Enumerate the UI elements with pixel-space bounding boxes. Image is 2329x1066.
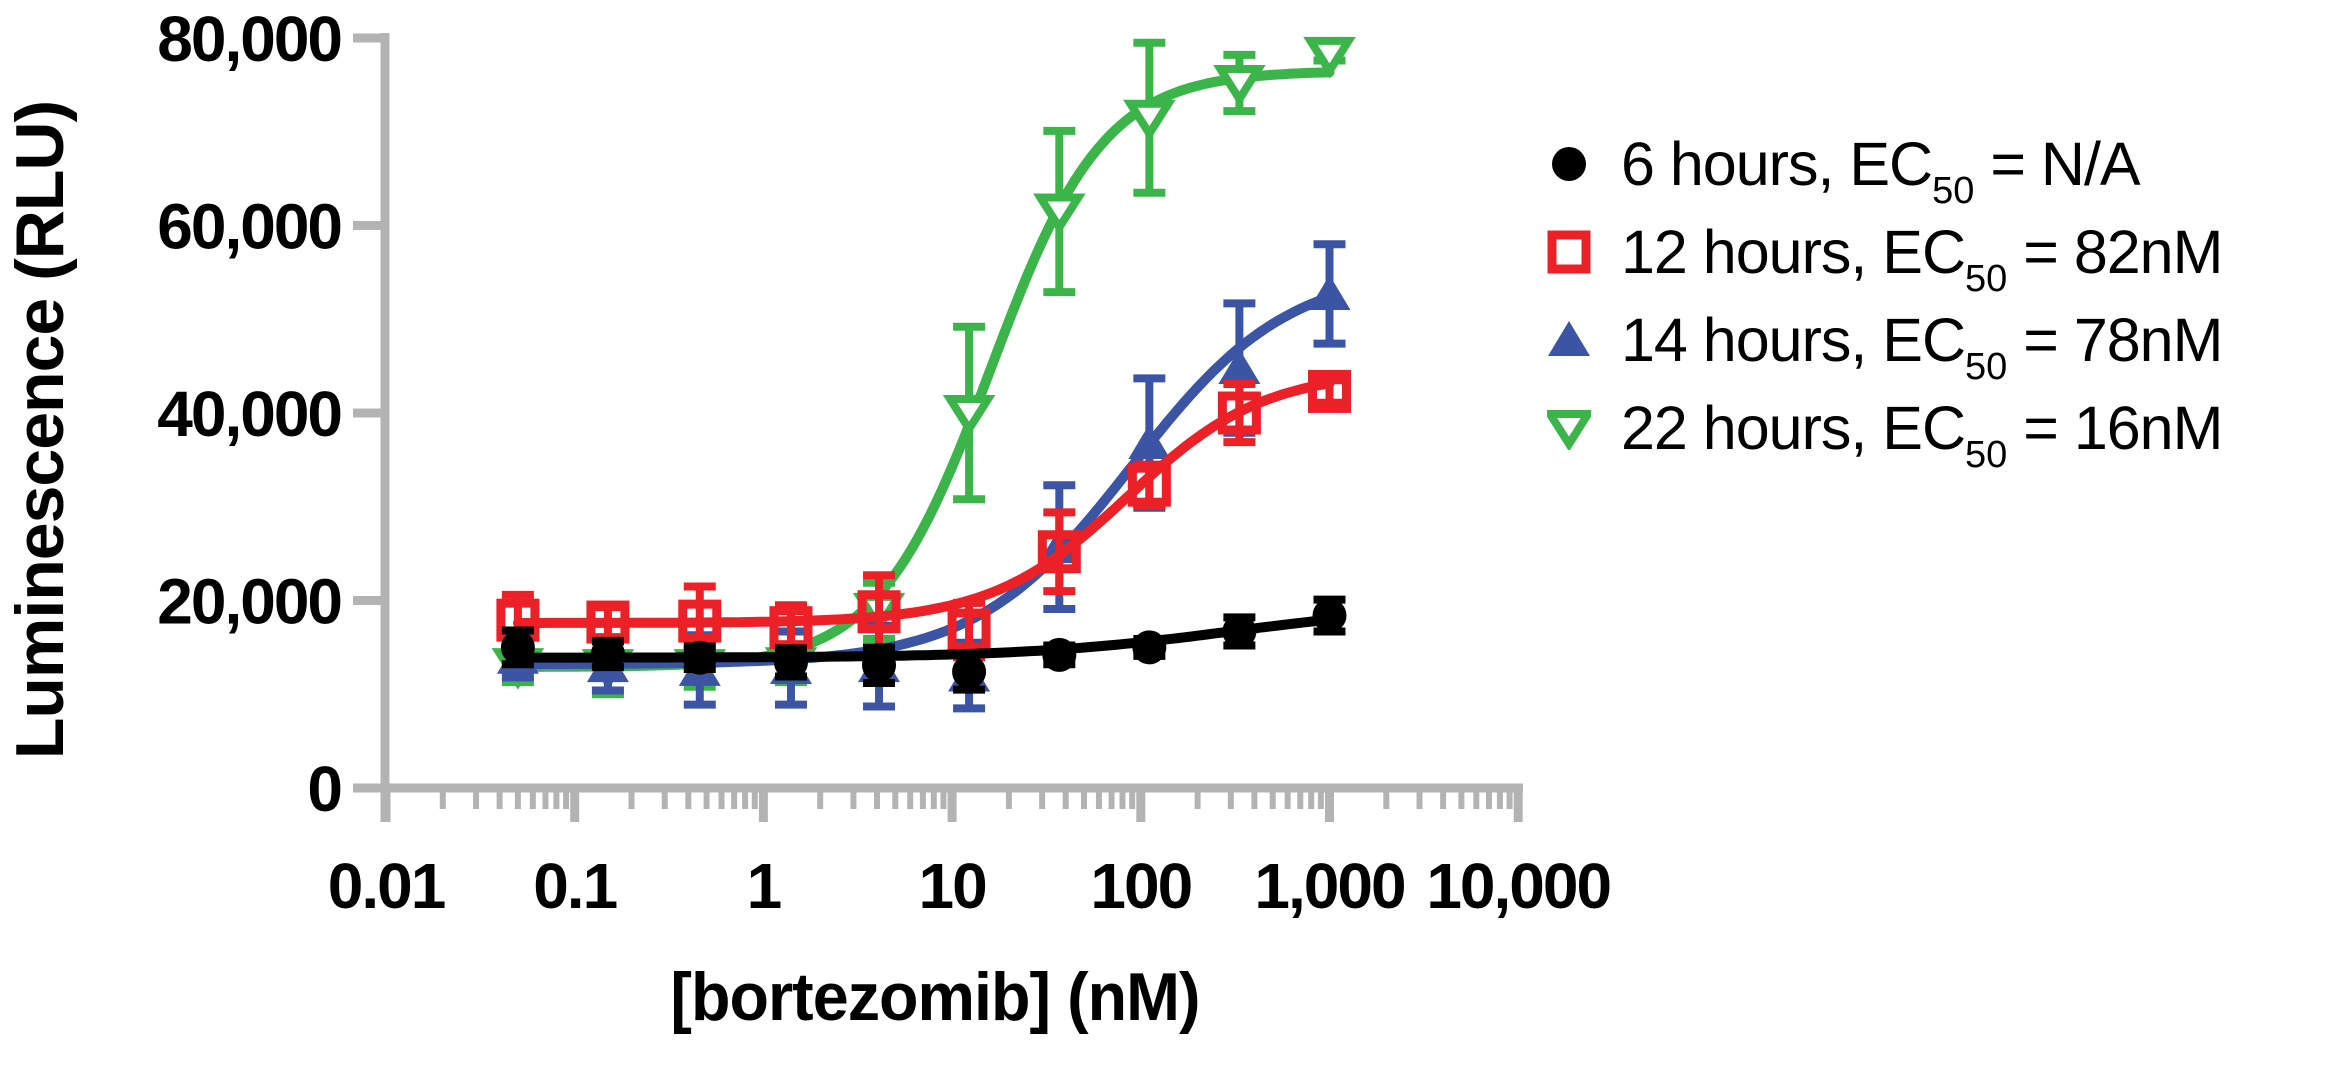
legend-label-subscript: 50: [1965, 346, 2008, 388]
x-tick-label: 10: [919, 850, 986, 922]
series-6-hours: [500, 595, 1347, 694]
circle-marker-icon: [1552, 147, 1586, 181]
legend-label-subscript: 50: [1965, 258, 2008, 300]
legend-item-12-hours: 12 hours, EC50 = 82nM: [1547, 208, 2223, 300]
legend-label-text: 12 hours, EC: [1621, 218, 1966, 286]
legend-label-value: = 78nM: [2007, 306, 2223, 374]
legend-item-14-hours: 14 hours, EC50 = 78nM: [1547, 296, 2223, 388]
y-tick-label: 60,000: [157, 191, 341, 263]
legend-label-value: = 16nM: [2007, 394, 2223, 462]
legend-label-value: = N/A: [1974, 130, 2140, 198]
legend-item-6-hours: 6 hours, EC50 = N/A: [1547, 120, 2222, 212]
legend-label-subscript: 50: [1932, 170, 1975, 212]
y-tick-label: 0: [307, 753, 341, 825]
x-tick-label: 1: [747, 850, 781, 922]
fit-curve: [512, 67, 1335, 672]
x-axis-title: [bortezomib] (nM): [670, 959, 1200, 1035]
legend-item-22-hours: 22 hours, EC50 = 16nM: [1547, 384, 2223, 476]
y-axis-title: Luminescence (RLU): [2, 100, 78, 760]
legend-label-text: 14 hours, EC: [1621, 306, 1966, 374]
y-tick-label: 20,000: [157, 566, 341, 638]
legend-label-text: 22 hours, EC: [1621, 394, 1966, 462]
legend-label-subscript: 50: [1965, 434, 2008, 476]
legend-label: 22 hours, EC50 = 16nM: [1621, 393, 2223, 476]
x-tick-label: 1,000: [1254, 850, 1404, 922]
legend: 6 hours, EC50 = N/A 12 hours, EC50 = 82n…: [1547, 120, 2223, 476]
legend-label-text: 6 hours, EC: [1621, 130, 1933, 198]
legend-label-value: = 82nM: [2007, 218, 2223, 286]
open-inverted-triangle-marker-icon: [1547, 410, 1591, 450]
y-tick-label: 80,000: [157, 3, 341, 75]
x-tick-label: 0.01: [328, 850, 445, 922]
x-tick-label: 10,000: [1426, 850, 1610, 922]
legend-label: 6 hours, EC50 = N/A: [1621, 129, 2141, 212]
legend-label: 14 hours, EC50 = 78nM: [1621, 305, 2223, 388]
x-tick-label: 100: [1090, 850, 1191, 922]
open-square-marker-icon: [1547, 230, 1591, 274]
legend-label: 12 hours, EC50 = 82nM: [1621, 217, 2223, 300]
fit-curve: [512, 614, 1335, 663]
y-tick-label: 40,000: [157, 378, 341, 450]
fit-curve: [512, 292, 1335, 670]
x-tick-label: 0.1: [533, 850, 616, 922]
triangle-marker-icon: [1548, 321, 1590, 356]
fit-curve: [512, 378, 1335, 628]
series-12-hours: [496, 369, 1351, 662]
